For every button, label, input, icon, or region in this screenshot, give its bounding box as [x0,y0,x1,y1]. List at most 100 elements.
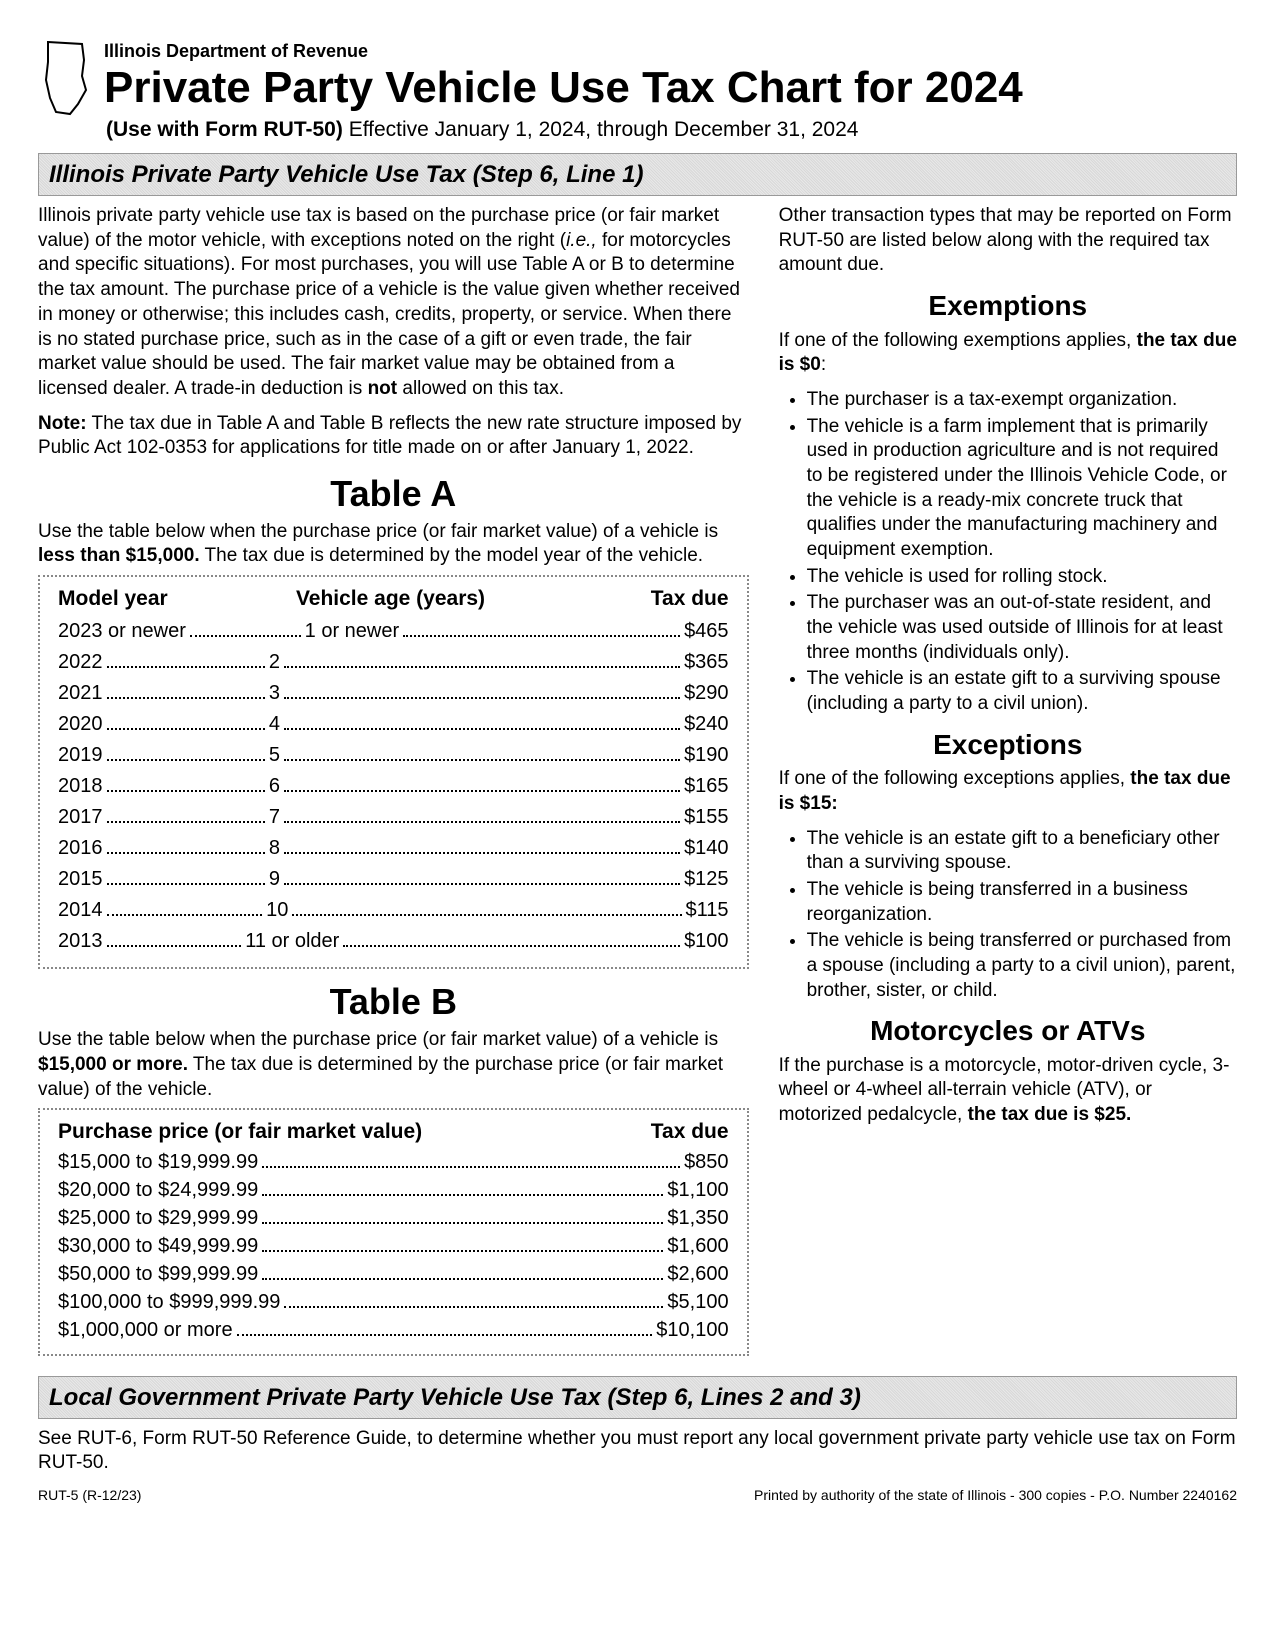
tax-due: $5,100 [667,1288,728,1316]
model-year: 2013 [58,926,103,957]
price-range: $30,000 to $49,999.99 [58,1232,258,1260]
table-row: 2023 or newer 1 or newer $465 [58,616,729,647]
exceptions-lead: If one of the following exceptions appli… [779,767,1237,816]
tax-due: $240 [684,709,729,740]
model-year: 2021 [58,678,103,709]
print-authority: Printed by authority of the state of Ill… [754,1486,1237,1504]
table-row: 201410$115 [58,895,729,926]
motorcycles-text: If the purchase is a motorcycle, motor-d… [779,1054,1237,1128]
price-range: $15,000 to $19,999.99 [58,1148,258,1176]
model-year: 2016 [58,833,103,864]
form-id: RUT-5 (R-12/23) [38,1486,141,1504]
table-row: $25,000 to $29,999.99 $1,350 [58,1204,729,1232]
list-item: The vehicle is an estate gift to a benef… [807,827,1237,876]
tax-due: $190 [684,740,729,771]
exemptions-heading: Exemptions [779,288,1237,324]
motorcycles-heading: Motorcycles or ATVs [779,1013,1237,1049]
model-year: 2018 [58,771,103,802]
vehicle-age: 3 [269,678,280,709]
exemptions-lead: If one of the following exemptions appli… [779,329,1237,378]
table-b-header: Purchase price (or fair market value) Ta… [58,1118,729,1145]
table-row: 20204$240 [58,709,729,740]
table-row: 2021 3 $290 [58,678,729,709]
section-bar-state-tax: Illinois Private Party Vehicle Use Tax (… [38,153,1237,196]
list-item: The purchaser is a tax-exempt organizati… [807,388,1237,413]
tax-due: $10,100 [656,1316,728,1344]
model-year: 2017 [58,802,103,833]
tax-due: $465 [684,616,729,647]
vehicle-age: 10 [266,895,288,926]
table-row: 20222$365 [58,647,729,678]
list-item: The vehicle is an estate gift to a survi… [807,667,1237,716]
table-row: 2016 8 $140 [58,833,729,864]
table-row: $30,000 to $49,999.99 $1,600 [58,1232,729,1260]
model-year: 2022 [58,647,103,678]
model-year: 2023 or newer [58,616,186,647]
table-row: 2018 6 $165 [58,771,729,802]
tax-due: $125 [684,864,729,895]
table-row: 2015 9 $125 [58,864,729,895]
vehicle-age: 8 [269,833,280,864]
tax-due: $2,600 [667,1260,728,1288]
table-a-header: Model year Vehicle age (years) Tax due [58,585,729,612]
table-b-lead: Use the table below when the purchase pr… [38,1028,749,1102]
price-range: $25,000 to $29,999.99 [58,1204,258,1232]
list-item: The vehicle is being transferred or purc… [807,929,1237,1003]
department-label: Illinois Department of Revenue [104,40,1237,63]
subtitle-rest: Effective January 1, 2024, through Decem… [343,118,859,141]
left-column: Illinois private party vehicle use tax i… [38,204,749,1366]
tax-due: $165 [684,771,729,802]
model-year: 2020 [58,709,103,740]
model-year: 2015 [58,864,103,895]
table-row: $15,000 to $19,999.99 $850 [58,1148,729,1176]
table-row: $1,000,000 or more $10,100 [58,1316,729,1344]
table-row: $20,000 to $24,999.99$1,100 [58,1176,729,1204]
table-row: 2017 7 $155 [58,802,729,833]
footer: RUT-5 (R-12/23) Printed by authority of … [38,1486,1237,1504]
vehicle-age: 7 [269,802,280,833]
list-item: The vehicle is a farm implement that is … [807,415,1237,563]
vehicle-age: 9 [269,864,280,895]
note-paragraph: Note: The tax due in Table A and Table B… [38,412,749,461]
tax-due: $290 [684,678,729,709]
table-row: $100,000 to $999,999.99 $5,100 [58,1288,729,1316]
table-a-heading: Table A [38,471,749,518]
exemptions-list: The purchaser is a tax-exempt organizati… [779,388,1237,717]
intro-paragraph: Illinois private party vehicle use tax i… [38,204,749,402]
list-item: The vehicle is being transferred in a bu… [807,878,1237,927]
list-item: The purchaser was an out-of-state reside… [807,591,1237,665]
subtitle: (Use with Form RUT-50) Effective January… [106,116,1237,143]
tax-due: $155 [684,802,729,833]
tax-due: $1,600 [667,1232,728,1260]
right-column: Other transaction types that may be repo… [779,204,1237,1366]
tax-due: $140 [684,833,729,864]
price-range: $100,000 to $999,999.99 [58,1288,280,1316]
page-title: Private Party Vehicle Use Tax Chart for … [104,65,1237,111]
price-range: $50,000 to $99,999.99 [58,1260,258,1288]
table-b: Purchase price (or fair market value) Ta… [38,1108,749,1355]
table-row: $50,000 to $99,999.99 $2,600 [58,1260,729,1288]
table-row: 2013 11 or older $100 [58,926,729,957]
exceptions-list: The vehicle is an estate gift to a benef… [779,827,1237,1004]
price-range: $1,000,000 or more [58,1316,233,1344]
tax-due: $1,350 [667,1204,728,1232]
model-year: 2019 [58,740,103,771]
section-bar-local-tax: Local Government Private Party Vehicle U… [38,1376,1237,1419]
vehicle-age: 11 or older [245,926,339,957]
table-a: Model year Vehicle age (years) Tax due 2… [38,575,749,969]
exceptions-heading: Exceptions [779,727,1237,763]
header: Illinois Department of Revenue Private P… [38,40,1237,143]
vehicle-age: 5 [269,740,280,771]
subtitle-bold: (Use with Form RUT-50) [106,118,343,141]
table-a-lead: Use the table below when the purchase pr… [38,520,749,569]
model-year: 2014 [58,895,103,926]
tax-due: $850 [684,1148,729,1176]
table-b-heading: Table B [38,979,749,1026]
vehicle-age: 1 or newer [305,616,400,647]
table-row: 2019 5 $190 [58,740,729,771]
tax-due: $100 [684,926,729,957]
vehicle-age: 2 [269,647,280,678]
right-intro: Other transaction types that may be repo… [779,204,1237,278]
tax-due: $1,100 [667,1176,728,1204]
vehicle-age: 6 [269,771,280,802]
